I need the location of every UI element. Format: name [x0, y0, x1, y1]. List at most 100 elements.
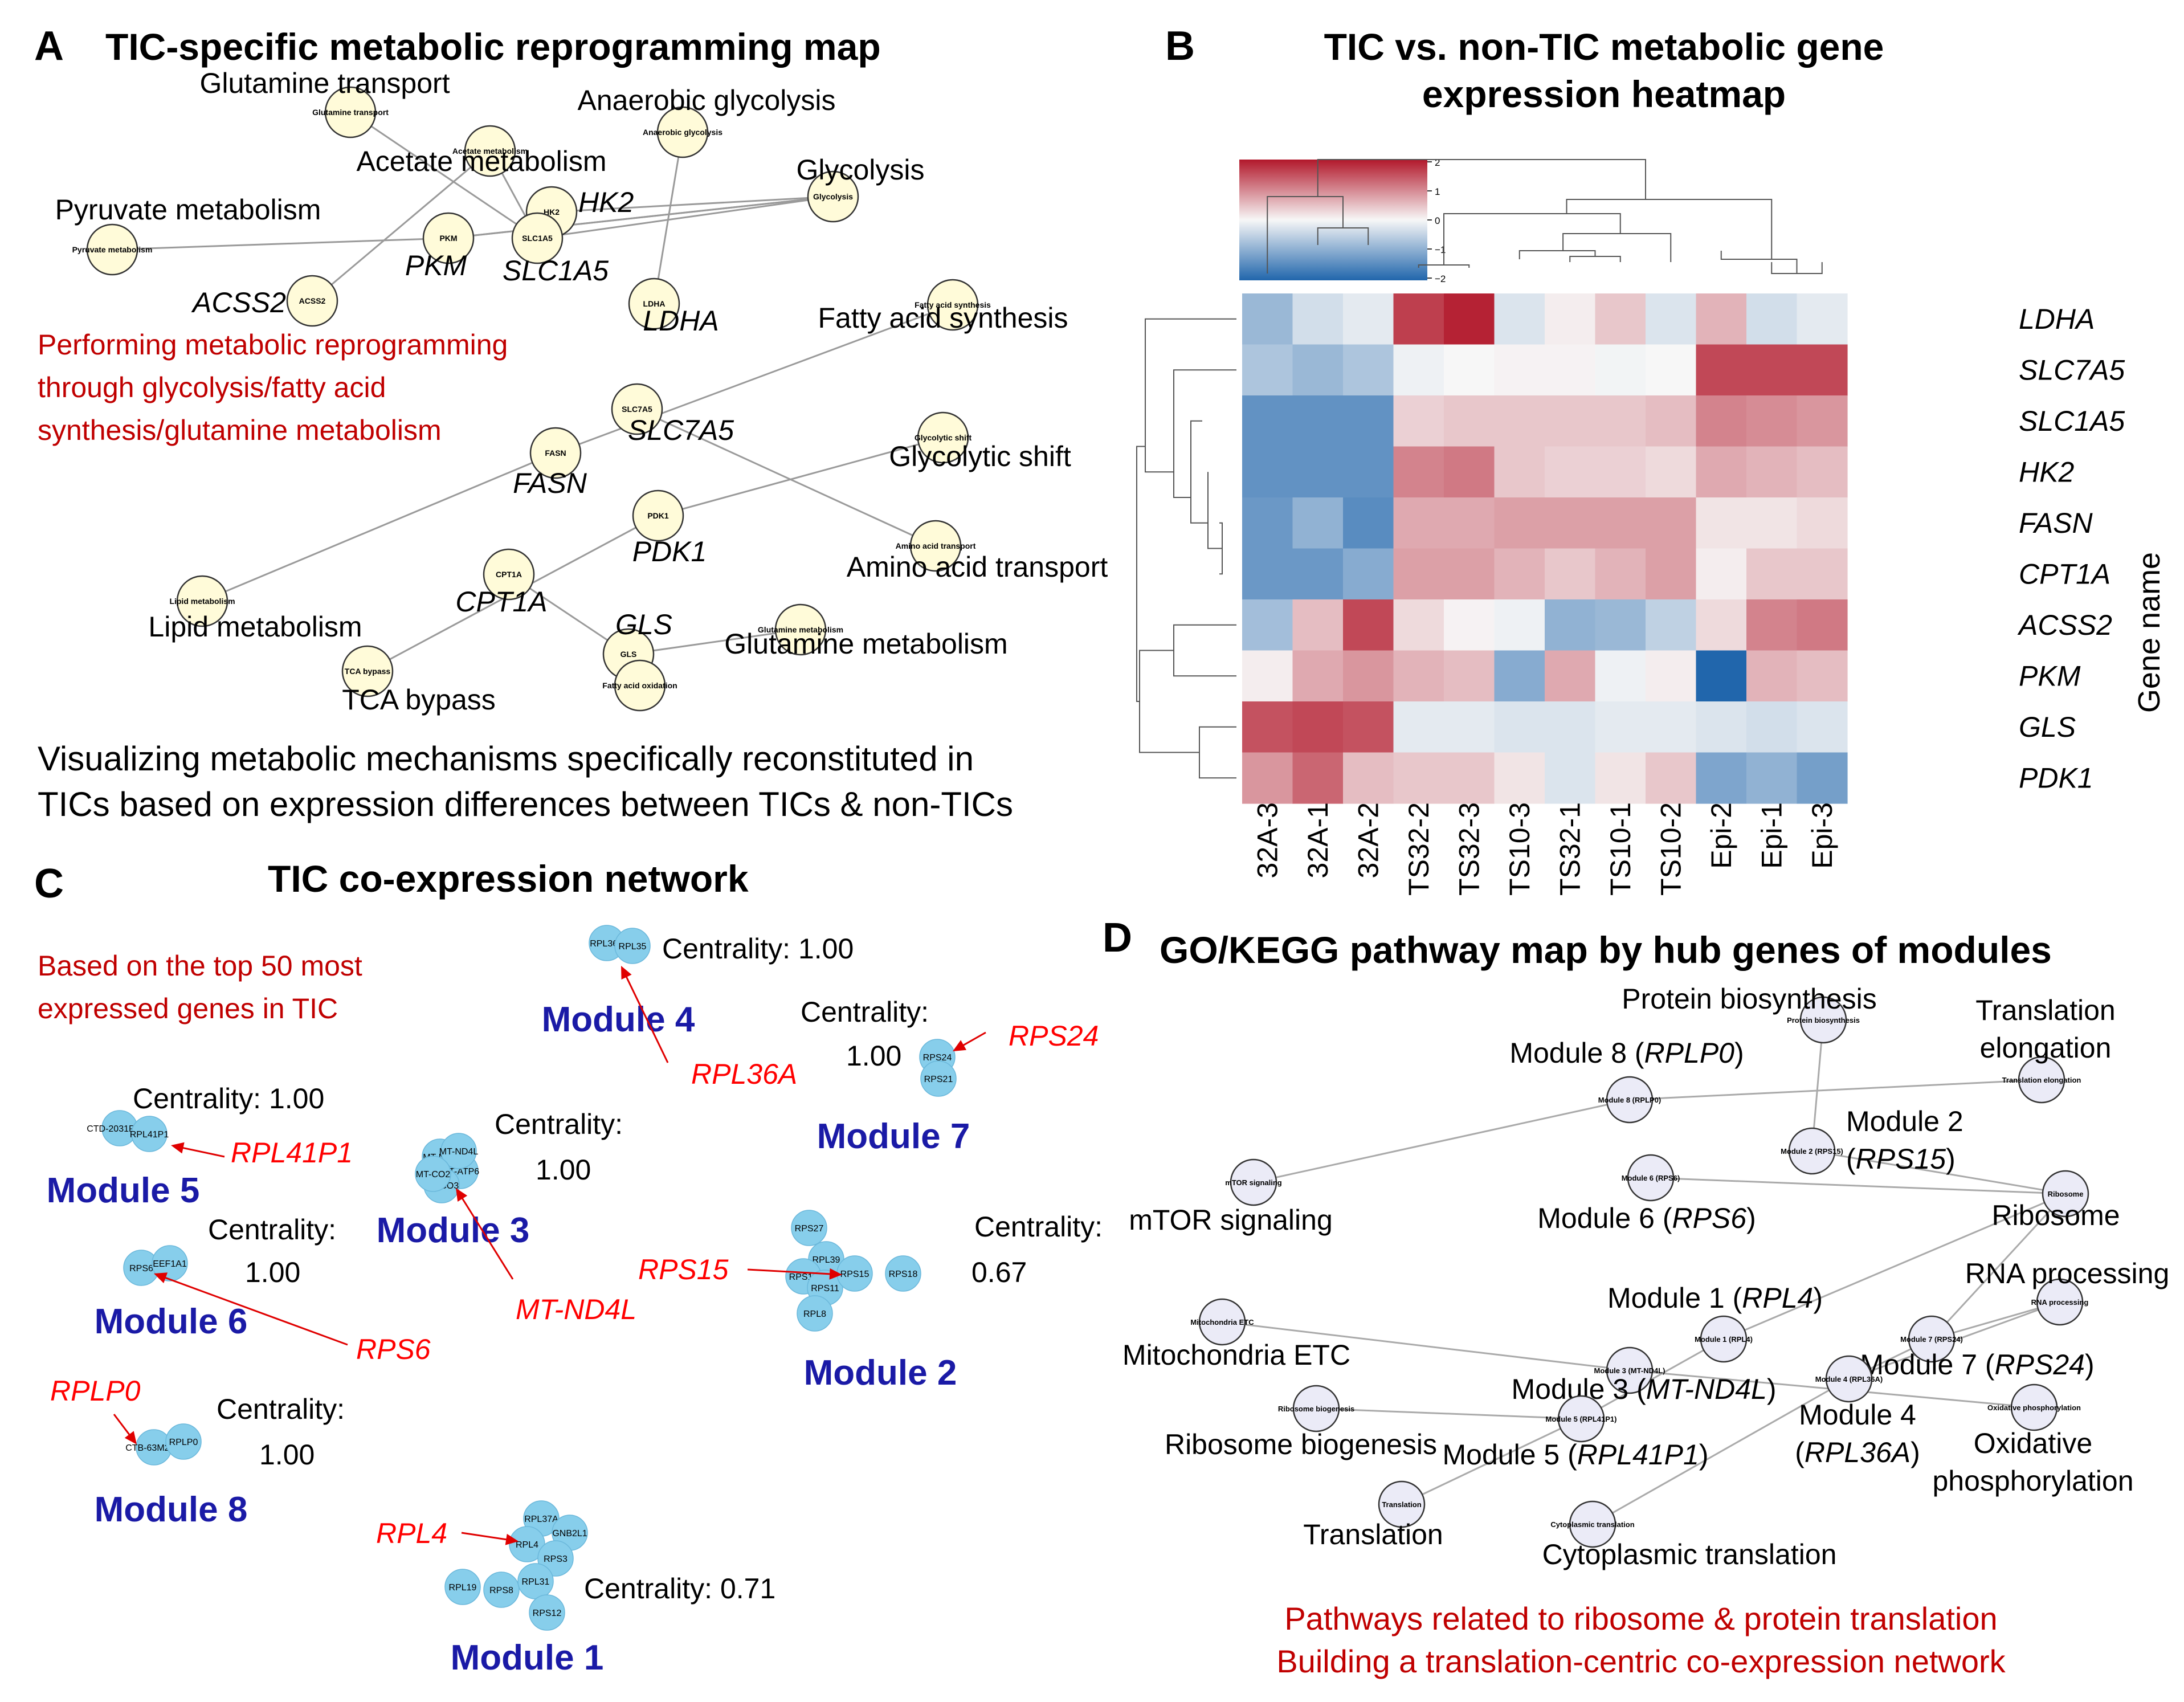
pathway-node-small-label: Cytoplasmic translation	[1550, 1520, 1634, 1529]
module-centrality-value: 1.00	[259, 1439, 315, 1471]
module-hub-gene: RPL41P1	[231, 1137, 353, 1169]
heatmap-cell	[1545, 650, 1596, 702]
heatmap-cell	[1444, 497, 1495, 549]
metabolic-node-small-label: Glycolytic shift	[915, 433, 972, 442]
colorbar-tick-label: −2	[1435, 274, 1446, 284]
panel-d-edge	[1650, 1177, 2066, 1195]
metabolic-node-small-label: SLC1A5	[522, 234, 553, 243]
gene-node-label: RPL8	[803, 1309, 826, 1319]
heatmap-cell	[1746, 446, 1798, 498]
heatmap-cell	[1292, 701, 1344, 753]
module-centrality-label: Centrality:	[208, 1214, 336, 1246]
metabolic-node-small-label: Amino acid transport	[896, 541, 976, 550]
gene-node	[614, 928, 651, 964]
heatmap-cell	[1595, 752, 1646, 804]
heatmap-cell	[1343, 446, 1394, 498]
metabolic-node-circle	[632, 489, 684, 542]
heatmap-cell	[1444, 446, 1495, 498]
pathway-node-label: Protein biosynthesis	[1622, 983, 1876, 1015]
metabolic-node-gls: GLS GLS	[602, 609, 672, 680]
heatmap-cell	[1393, 650, 1444, 702]
pathway-node-small-label: Module 4 (RPL36A)	[1815, 1375, 1883, 1383]
panel-a-red-note-line-2: through glycolysis/fatty acid	[38, 372, 386, 403]
heatmap-cell	[1545, 344, 1596, 396]
heatmap-cell	[1444, 293, 1495, 345]
module-name: Module 2	[804, 1353, 957, 1393]
gene-node-label: RPS12	[533, 1609, 562, 1618]
heatmap-column-label: Epi-3	[1806, 802, 1838, 869]
heatmap-cell	[1444, 701, 1495, 753]
hub-arrow	[747, 1268, 835, 1275]
heatmap-cell	[1292, 599, 1344, 651]
pathway-node-label: Ribosome biogenesis	[1165, 1428, 1437, 1460]
metabolic-node-circle	[926, 279, 979, 331]
panel-c-title: TIC co-expression network	[268, 858, 749, 900]
metabolic-node-anaerobic: Anaerobic glycolysis Anaerobic glycolysis	[578, 84, 835, 158]
heatmap-row-label: PDK1	[2019, 762, 2093, 794]
hub-arrow-head	[829, 1268, 842, 1280]
gene-node	[529, 1594, 565, 1631]
heatmap-cell	[1494, 344, 1545, 396]
pathway-node-label: Module 5 (RPL41P1)	[1443, 1439, 1709, 1471]
heatmap-cell	[1696, 293, 1747, 345]
heatmap-cell	[1746, 395, 1798, 447]
heatmap-column-label: TS10-2	[1655, 802, 1687, 896]
panel-b: B TIC vs. non-TIC metabolic gene express…	[1136, 23, 2166, 896]
panel-a-title: TIC-specific metabolic reprogramming map	[105, 26, 881, 68]
panel-c: C TIC co-expression network Based on the…	[34, 858, 1103, 1677]
metabolic-node-circle	[511, 212, 564, 264]
panel-a-nodes: Glutamine transport Glutamine transport Ac…	[55, 67, 1108, 716]
heatmap-cell	[1797, 548, 1848, 600]
panel-d-red-note-line-1: Pathways related to ribosome & protein t…	[1284, 1601, 1997, 1636]
heatmap-cell	[1696, 395, 1747, 447]
panel-a-red-note: Performing metabolic reprogramming throu…	[38, 329, 508, 446]
panel-a-edge	[312, 150, 491, 302]
metabolic-node-label: ACSS2	[191, 287, 286, 319]
metabolic-node-small-label: GLS	[620, 650, 637, 659]
pathway-node-translation: Translation Translation	[1303, 1480, 1443, 1550]
panel-a-letter: A	[34, 23, 64, 69]
panel-d-edge	[1581, 1338, 1724, 1420]
heatmap-cell	[1797, 293, 1848, 345]
panel-a-red-note-line-3: synthesis/glutamine metabolism	[38, 414, 442, 446]
pathway-node-cyto: Cytoplasmic translation Cytoplasmic trans…	[1542, 1500, 1836, 1570]
pathway-node-circle	[2042, 1170, 2089, 1218]
hub-arrow-head	[456, 1188, 468, 1202]
module-centrality-value: 0.67	[971, 1256, 1027, 1288]
pathway-node-mod7: Module 7 (RPS24) Module 7 (RPS24)	[1860, 1315, 2095, 1381]
heatmap-row-label: ACSS2	[2017, 609, 2112, 641]
pathway-node-label: Translation	[1303, 1519, 1443, 1550]
heatmap-cell	[1292, 395, 1344, 447]
metabolic-node-small-label: FASN	[545, 448, 566, 458]
metabolic-node-label: Glutamine transport	[199, 67, 450, 99]
gene-node	[483, 1572, 520, 1608]
heatmap-cell	[1746, 650, 1798, 702]
heatmap-cell	[1545, 497, 1596, 549]
heatmap-cell	[1343, 752, 1394, 804]
hub-arrow	[178, 1146, 225, 1158]
pathway-node-label: Module 8 (RPLP0)	[1509, 1037, 1744, 1069]
heatmap-row-label: SLC7A5	[2019, 354, 2125, 386]
module-name: Module 7	[817, 1117, 970, 1156]
metabolic-node-label: PDK1	[632, 536, 707, 568]
gene-node	[920, 1060, 957, 1097]
heatmap-cell	[1343, 701, 1394, 753]
pathway-node-mod4: Module 4 (RPL36A) Module 4 (RPL36A)	[1795, 1355, 1920, 1468]
panel-d-edge	[1592, 1378, 1850, 1525]
metabolic-node-small-label: Lipid metabolism	[169, 597, 235, 606]
pathway-node-circle	[1198, 1298, 1246, 1346]
metabolic-node-circle	[529, 427, 582, 479]
heatmap-cell	[1797, 599, 1848, 651]
module-centrality-value: 1.00	[846, 1040, 901, 1072]
heatmap-cell	[1595, 497, 1646, 549]
pathway-node-rnaproc: RNA processing RNA processing	[1965, 1258, 2169, 1326]
heatmap-cell	[1242, 752, 1293, 804]
pathway-node-mod5: Module 5 (RPL41P1) Module 5 (RPL41P1)	[1443, 1395, 1709, 1471]
pathway-node-label: Translation	[1975, 994, 2115, 1026]
hub-arrow	[161, 1275, 348, 1346]
dendrogram-link	[1566, 199, 1773, 259]
pathway-node-label: Ribosome	[1991, 1199, 2120, 1231]
